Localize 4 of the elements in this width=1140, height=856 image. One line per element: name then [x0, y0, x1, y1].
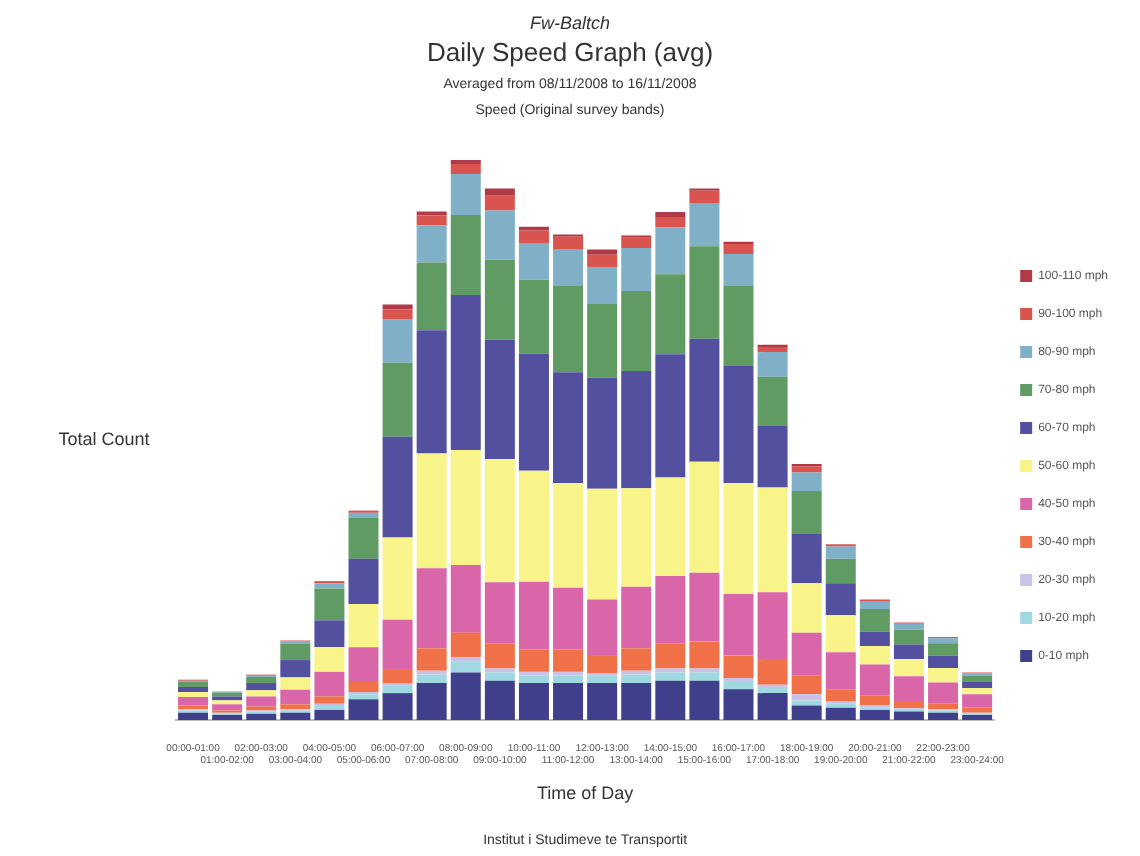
x-axis-title: Time of Day	[536, 782, 635, 803]
chart-title: Daily Speed Graph (avg)	[426, 37, 714, 68]
y-axis-title: Total Count	[58, 428, 151, 449]
text: Fw-Baltch	[529, 13, 611, 33]
